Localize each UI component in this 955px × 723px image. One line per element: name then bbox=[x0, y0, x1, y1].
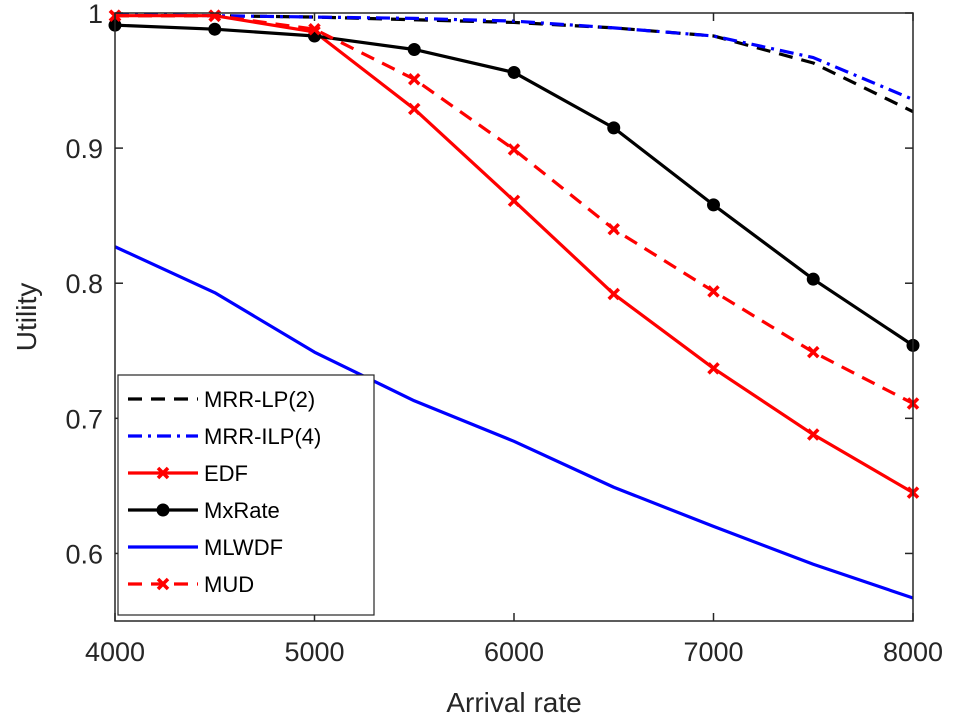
series-mud-point bbox=[308, 22, 321, 36]
x-tick-label: 8000 bbox=[883, 637, 943, 667]
series-edf-point-stroke bbox=[607, 287, 620, 301]
y-tick-label: 1 bbox=[88, 0, 103, 29]
series-edf-point bbox=[507, 194, 521, 208]
series-mud-point bbox=[507, 143, 521, 156]
y-tick-label: 0.6 bbox=[65, 539, 103, 569]
series-edf-point-stroke bbox=[807, 428, 820, 441]
series-mxrate-point bbox=[208, 22, 222, 36]
series-mud-point-stroke bbox=[707, 285, 720, 298]
legend-item-mxrate-marker bbox=[156, 503, 170, 517]
legend-item-edf: EDF bbox=[128, 461, 248, 486]
legend-item-mrr-lp-2-label: MRR-LP(2) bbox=[204, 387, 315, 412]
legend-item-edf-label: EDF bbox=[204, 461, 248, 486]
series-edf-point bbox=[807, 428, 820, 441]
series-edf-point bbox=[607, 287, 620, 301]
x-tick-label: 6000 bbox=[484, 637, 544, 667]
y-tick-label: 0.7 bbox=[65, 404, 103, 434]
y-tick-label: 0.9 bbox=[65, 134, 103, 164]
legend-item-mud: MUD bbox=[128, 572, 254, 597]
series-mlwdf bbox=[114, 245, 914, 600]
series-mud-point-stroke bbox=[308, 22, 321, 36]
series-mud-point-stroke bbox=[807, 345, 820, 359]
axis-ticks: 4000 5000 6000 7000 8000 0.6 0.7 0.8 0.9 1 bbox=[65, 0, 943, 667]
legend-item-edf-marker bbox=[156, 466, 170, 480]
series-mud-point-stroke bbox=[507, 143, 521, 156]
series-mlwdf-line bbox=[114, 245, 914, 600]
series-edf-point-stroke bbox=[408, 102, 421, 116]
series-mud-point bbox=[807, 345, 820, 359]
legend: MRR-LP(2) MRR-ILP(4) EDF MxRate MLWDF MUD bbox=[117, 374, 375, 616]
series-edf-point-stroke bbox=[707, 362, 720, 375]
series-mud-point bbox=[408, 72, 421, 86]
y-axis-label: Utility bbox=[11, 283, 42, 351]
series-mud-point bbox=[707, 285, 720, 298]
series-mxrate-point bbox=[707, 198, 720, 212]
series-mxrate-point bbox=[407, 42, 421, 56]
legend-item-mxrate: MxRate bbox=[128, 498, 280, 523]
legend-item-mud-marker-stroke bbox=[156, 577, 170, 591]
series-mxrate-point bbox=[507, 65, 521, 79]
series-edf-point bbox=[408, 102, 421, 116]
legend-item-mrr-ilp-4: MRR-ILP(4) bbox=[128, 424, 321, 449]
legend-item-mlwdf: MLWDF bbox=[128, 535, 283, 560]
legend-item-mxrate-label: MxRate bbox=[204, 498, 280, 523]
legend-item-mud-label: MUD bbox=[204, 572, 254, 597]
series-mrr-ilp-4-line bbox=[114, 12, 914, 101]
series-edf-point-stroke bbox=[507, 194, 521, 208]
legend-item-mlwdf-label: MLWDF bbox=[204, 535, 283, 560]
x-tick-label: 4000 bbox=[85, 637, 145, 667]
legend-item-mrr-ilp-4-label: MRR-ILP(4) bbox=[204, 424, 321, 449]
series-mud-point-stroke bbox=[607, 222, 620, 236]
series-mud-point-stroke bbox=[408, 72, 421, 86]
series-edf-point bbox=[707, 362, 720, 375]
x-tick-label: 7000 bbox=[683, 637, 743, 667]
legend-box bbox=[117, 374, 375, 616]
legend-item-edf-marker-stroke bbox=[156, 466, 170, 480]
x-tick-label: 5000 bbox=[284, 637, 344, 667]
legend-item-mrr-lp-2: MRR-LP(2) bbox=[128, 387, 315, 412]
series-mxrate-point bbox=[806, 272, 820, 286]
y-tick-label: 0.8 bbox=[65, 269, 103, 299]
x-axis-label: Arrival rate bbox=[446, 687, 581, 718]
series-mud-point bbox=[607, 222, 620, 236]
series-mrr-ilp-4 bbox=[114, 12, 914, 101]
legend-item-mud-marker bbox=[156, 577, 170, 591]
series-mxrate-point bbox=[607, 121, 621, 135]
